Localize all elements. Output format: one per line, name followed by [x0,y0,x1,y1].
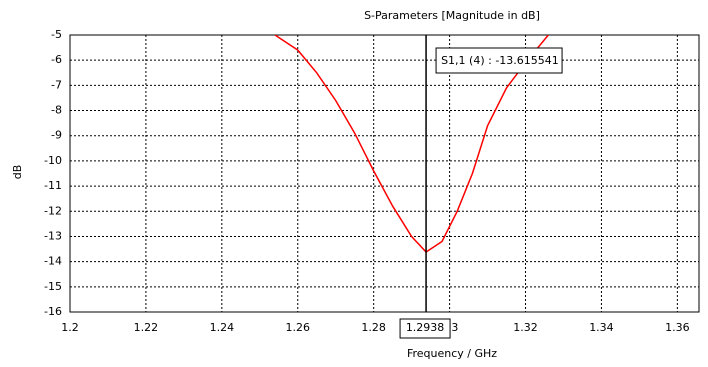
x-tick-label: 1.36 [665,321,690,334]
y-tick-label: -5 [51,28,62,41]
marker-label: S1,1 (4) : -13.615541 [441,54,559,67]
marker-label-box [435,47,563,74]
x-tick-label: 1.34 [589,321,614,334]
x-tick-label: 1.26 [286,321,311,334]
x-tick-label: 1.2 [61,321,79,334]
y-tick-label: -15 [44,280,62,293]
y-tick-label: -13 [44,229,62,242]
curve [274,35,549,253]
plot-frame [69,34,700,313]
y-tick-label: -14 [44,255,62,268]
y-tick-label: -6 [51,53,62,66]
y-axis-label: dB [11,165,24,180]
y-tick-label: -11 [44,179,62,192]
x-tick-label: 1.28 [361,321,386,334]
y-tick-label: -9 [51,129,62,142]
x-tick-label: 1.32 [513,321,538,334]
chart-title: S-Parameters [Magnitude in dB] [364,9,540,22]
x-axis-label: Frequency / GHz [407,347,497,360]
marker-x-label: 1.2938 [406,321,445,334]
x-tick-label: 1.22 [134,321,159,334]
x-tick-label: 1.24 [210,321,235,334]
y-tick-label: -8 [51,104,62,117]
y-tick-label: -16 [44,305,62,318]
y-tick-label: -10 [44,154,62,167]
y-tick-label: -12 [44,204,62,217]
y-tick-label: -7 [51,78,62,91]
marker-x-box [399,318,451,339]
